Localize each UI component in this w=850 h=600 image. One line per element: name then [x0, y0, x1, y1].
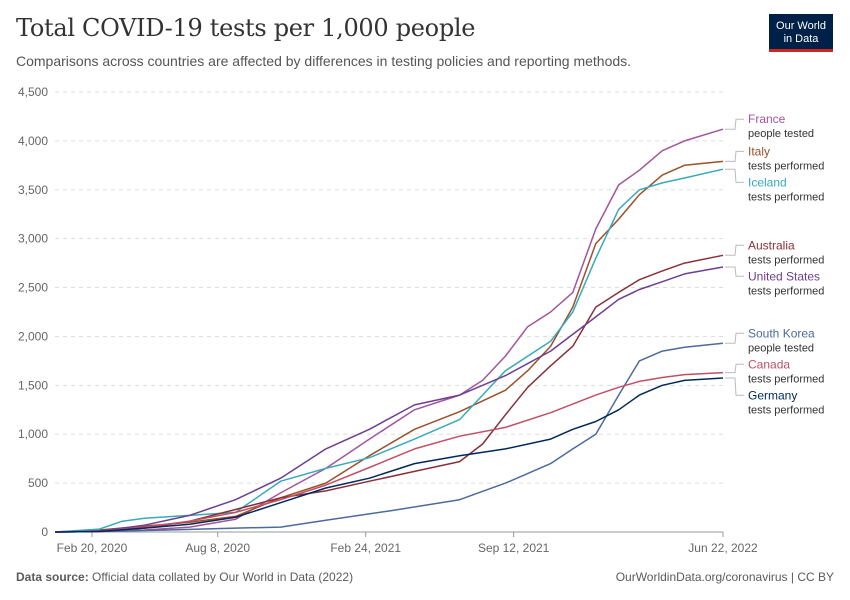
owid-logo[interactable]: Our World in Data — [769, 14, 833, 52]
y-tick-label: 1,500 — [18, 378, 48, 392]
chart-title: Total COVID-19 tests per 1,000 people — [16, 14, 476, 42]
series-label-desc: tests performed — [748, 373, 824, 385]
series-line-italy[interactable] — [54, 160, 724, 533]
series-label-desc: tests performed — [748, 404, 824, 416]
series-label-name[interactable]: Germany — [748, 388, 797, 402]
y-tick-label: 3,000 — [18, 232, 48, 246]
source-text: Official data collated by Our World in D… — [92, 570, 354, 584]
y-tick-label: 2,500 — [18, 281, 48, 295]
series-labels: France people tested Italy tests performed I… — [725, 112, 824, 416]
series-label-name[interactable]: France — [748, 112, 786, 126]
y-tick-label: 0 — [41, 525, 48, 539]
x-tick-label: Aug 8, 2020 — [185, 541, 250, 555]
y-tick-label: 3,500 — [18, 183, 48, 197]
series-line-canada[interactable] — [54, 371, 724, 533]
grid-lines — [55, 91, 723, 484]
series-line-germany[interactable] — [54, 377, 724, 533]
label-connector — [725, 332, 744, 344]
label-connector — [725, 118, 744, 130]
y-tick-label: 500 — [28, 476, 48, 490]
series-label-desc: tests performed — [748, 285, 824, 297]
logo-line-2: in Data — [783, 33, 819, 45]
series-label-name[interactable]: United States — [748, 269, 820, 283]
logo-line-1: Our World — [776, 20, 826, 32]
y-tick-label: 4,000 — [18, 134, 48, 148]
chart-subtitle: Comparisons across countries are affecte… — [16, 53, 632, 69]
x-tick-label: Jun 22, 2022 — [688, 541, 758, 555]
series-label-name[interactable]: Canada — [748, 357, 790, 371]
y-tick-label: 2,000 — [18, 329, 48, 343]
series-label-name[interactable]: South Korea — [748, 326, 815, 340]
footer-url[interactable]: OurWorldinData.org/coronavirus | CC BY — [615, 570, 834, 584]
y-tick-label: 1,000 — [18, 427, 48, 441]
series-line-south-korea[interactable] — [54, 342, 724, 533]
source-label: Data source: — [16, 570, 89, 584]
series-label-desc: people tested — [748, 128, 814, 140]
series-label-desc: tests performed — [748, 191, 824, 203]
x-tick-label: Feb 24, 2021 — [330, 541, 401, 555]
label-connector — [725, 266, 744, 277]
series-lines — [54, 128, 724, 533]
x-tick-label: Feb 20, 2020 — [57, 541, 128, 555]
series-label-name[interactable]: Italy — [748, 144, 770, 158]
y-axis-ticks: 0 500 1,000 1,500 2,000 2,500 3,000 3,500 4,000 4… — [18, 85, 48, 539]
series-line-iceland[interactable] — [54, 168, 724, 533]
series-label-desc: tests performed — [748, 160, 824, 172]
series-label-desc: people tested — [748, 342, 814, 354]
label-connector — [725, 168, 744, 183]
y-tick-label: 4,500 — [18, 85, 48, 99]
series-label-name[interactable]: Iceland — [748, 175, 787, 189]
label-connector — [725, 377, 744, 396]
series-label-name[interactable]: Australia — [748, 238, 795, 252]
x-axis: Feb 20, 2020 Aug 8, 2020 Feb 24, 2021 Sep 1… — [55, 531, 758, 555]
series-line-united-states[interactable] — [54, 266, 724, 533]
label-connector — [725, 150, 744, 162]
series-label-desc: tests performed — [748, 254, 824, 266]
footer-source: Data source: Official data collated by O… — [16, 570, 353, 584]
series-line-australia[interactable] — [54, 254, 724, 533]
series-line-france[interactable] — [54, 128, 724, 533]
label-connector — [725, 244, 744, 256]
x-tick-label: Sep 12, 2021 — [478, 541, 550, 555]
label-connector — [725, 363, 744, 374]
